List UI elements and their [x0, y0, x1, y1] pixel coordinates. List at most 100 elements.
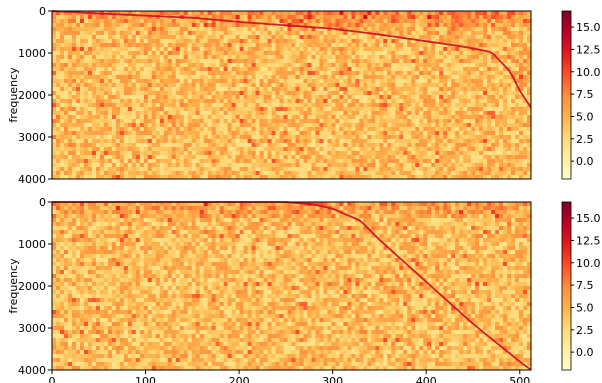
heatmap-cell	[52, 175, 57, 180]
heatmap-cell	[323, 35, 328, 40]
heatmap-cell	[499, 51, 504, 56]
heatmap-cell	[171, 11, 177, 16]
heatmap-cell	[55, 115, 61, 120]
heatmap-cell	[187, 99, 193, 104]
heatmap-cell	[59, 103, 65, 108]
heatmap-cell	[331, 67, 336, 72]
heatmap-cell	[467, 163, 472, 168]
heatmap-cell	[479, 15, 484, 20]
heatmap-cell	[207, 107, 212, 112]
heatmap-cell	[291, 59, 296, 64]
heatmap-cell	[111, 147, 117, 152]
heatmap-cell	[399, 107, 404, 112]
heatmap-cell	[387, 79, 392, 84]
heatmap-cell	[167, 31, 173, 36]
heatmap-cell	[475, 79, 480, 84]
heatmap-cell	[379, 47, 384, 52]
heatmap-cell	[95, 123, 101, 128]
heatmap-cell	[499, 143, 504, 148]
heatmap-cell	[79, 155, 85, 160]
heatmap-cell	[123, 131, 129, 136]
heatmap-cell	[311, 151, 316, 156]
heatmap-cell	[167, 107, 173, 112]
heatmap-cell	[179, 115, 185, 120]
heatmap-cell	[255, 143, 260, 148]
heatmap-cell	[223, 23, 228, 28]
heatmap-cell	[79, 83, 85, 88]
heatmap-cell	[495, 131, 500, 136]
heatmap-cell	[191, 43, 196, 48]
heatmap-cell	[327, 35, 332, 40]
heatmap-cell	[335, 151, 340, 156]
heatmap-cell	[339, 159, 344, 164]
heatmap-cell	[407, 43, 412, 48]
heatmap-cell	[399, 119, 404, 124]
heatmap-cell	[491, 59, 496, 64]
heatmap-cell	[147, 51, 153, 56]
heatmap-cell	[223, 27, 228, 32]
heatmap-cell	[107, 87, 113, 92]
heatmap-cell	[415, 83, 420, 88]
heatmap-cell	[307, 135, 312, 140]
heatmap-cell	[339, 79, 344, 84]
heatmap-cell	[427, 147, 432, 152]
heatmap-cell	[359, 143, 364, 148]
heatmap-cell	[371, 83, 376, 88]
heatmap-cell	[263, 139, 268, 144]
heatmap-cell	[487, 79, 492, 84]
heatmap-cell	[275, 15, 280, 20]
heatmap-cell	[107, 107, 113, 112]
heatmap-cell	[91, 55, 97, 60]
heatmap-cell	[511, 67, 516, 72]
heatmap-cell	[395, 139, 400, 144]
heatmap-cell	[443, 75, 448, 80]
heatmap-cell	[131, 11, 137, 16]
heatmap-cell	[523, 119, 528, 124]
heatmap-cell	[463, 163, 468, 168]
heatmap-cell	[499, 27, 504, 32]
heatmap-cell	[343, 103, 348, 108]
heatmap-cell	[251, 47, 256, 52]
heatmap-cell	[255, 167, 260, 172]
heatmap-cell	[319, 83, 324, 88]
heatmap-cell	[439, 111, 444, 116]
heatmap-cell	[83, 75, 89, 80]
heatmap-cell	[227, 159, 232, 164]
heatmap-cell	[447, 15, 452, 20]
heatmap-cell	[467, 55, 472, 60]
heatmap-cell	[219, 139, 224, 144]
heatmap-cell	[127, 127, 133, 132]
heatmap-cell	[275, 67, 280, 72]
heatmap-cell	[431, 139, 436, 144]
heatmap-cell	[443, 15, 448, 20]
heatmap-cell	[223, 147, 228, 152]
heatmap-cell	[275, 79, 280, 84]
heatmap-cell	[307, 59, 312, 64]
heatmap-cell	[107, 35, 113, 40]
heatmap-cell	[219, 55, 224, 60]
heatmap-cell	[503, 47, 508, 52]
heatmap-cell	[131, 95, 137, 100]
heatmap-cell	[83, 51, 89, 56]
heatmap-cell	[119, 43, 125, 48]
heatmap-cell	[59, 135, 65, 140]
heatmap-cell	[255, 79, 260, 84]
heatmap-cell	[135, 51, 141, 56]
heatmap-cell	[99, 15, 105, 20]
heatmap-cell	[227, 55, 232, 60]
heatmap-cell	[359, 115, 364, 120]
heatmap-cell	[183, 19, 189, 24]
heatmap-cell	[451, 163, 456, 168]
heatmap-cell	[307, 147, 312, 152]
heatmap-cell	[483, 15, 488, 20]
heatmap-cell	[507, 67, 512, 72]
heatmap-cell	[315, 107, 320, 112]
heatmap-cell	[59, 163, 65, 168]
heatmap-cell	[271, 27, 276, 32]
heatmap-cell	[147, 119, 153, 124]
heatmap-cell	[191, 11, 196, 16]
heatmap-cell	[247, 139, 252, 144]
heatmap-cell	[255, 19, 260, 24]
heatmap-cell	[391, 107, 396, 112]
heatmap-cell	[95, 159, 101, 164]
